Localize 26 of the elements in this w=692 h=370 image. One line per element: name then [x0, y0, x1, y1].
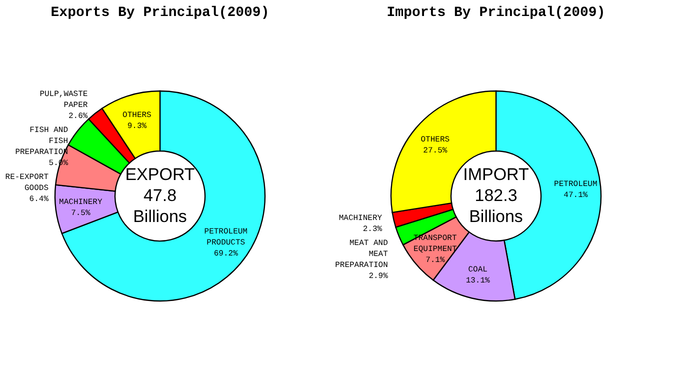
slice-label: PULP,WASTE PAPER: [40, 90, 88, 110]
data-label: 13.1%: [466, 276, 490, 286]
data-label: 7.1%: [426, 256, 445, 265]
slice-label: TRANSPORT EQUIPMENT: [414, 234, 457, 254]
text: EXPORT 47.8 Billions: [125, 165, 195, 226]
data-label: 9.3%: [127, 122, 147, 131]
slice-label: OTHERS: [122, 110, 152, 120]
slice-label: RE-EXPORT GOODS: [5, 173, 49, 194]
data-label: 27.5%: [423, 146, 448, 156]
data-label: 6.4%: [29, 195, 49, 204]
data-label: 69.2%: [214, 249, 238, 258]
slice-label: PETROLEUM: [554, 180, 598, 190]
data-label: 7.5%: [71, 208, 90, 218]
data-label: 2.9%: [368, 272, 388, 282]
text: IMPORT 182.3 Billions: [463, 165, 529, 226]
chart-title: Exports By Principal(2009): [50, 5, 270, 21]
slice-label: PETROLEUM PRODUCTS: [204, 227, 248, 248]
slice-label: MEAT AND MEAT PREPARATION: [335, 239, 388, 270]
slice-label: COAL: [468, 265, 488, 274]
chart-title: Imports By Principal(2009): [386, 5, 606, 21]
data-label: 47.1%: [564, 191, 588, 200]
slice-label: MACHINERY: [59, 198, 102, 207]
slice-label: MACHINERY: [338, 214, 382, 224]
data-label: 2.6%: [68, 112, 88, 122]
data-label: 2.3%: [362, 225, 382, 234]
slice-label: OTHERS: [420, 136, 450, 145]
